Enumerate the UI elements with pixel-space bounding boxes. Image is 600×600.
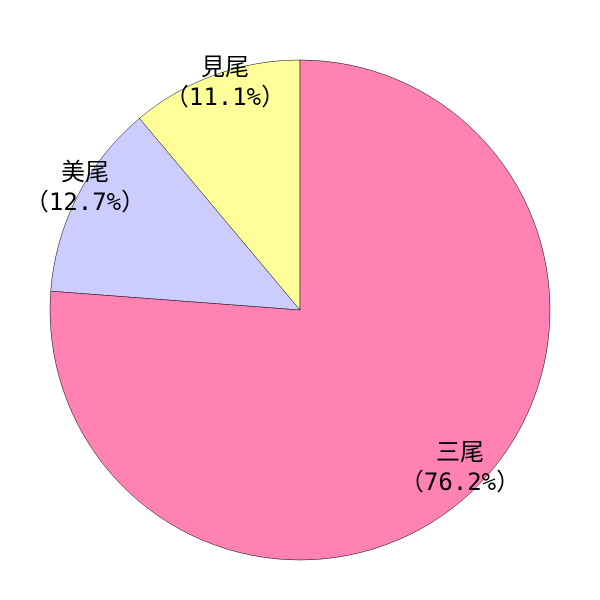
pie-chart: 見尾（11.1%） 美尾（12.7%） 三尾（76.2%） (0, 0, 600, 600)
slice-label: 三尾 (436, 438, 484, 466)
slice-label: 美尾 (61, 158, 109, 186)
slice-label: 見尾 (201, 53, 249, 81)
slice-percent: （12.7%） (25, 188, 145, 216)
slice-percent: （11.1%） (165, 83, 285, 111)
slice-percent: （76.2%） (400, 468, 520, 496)
